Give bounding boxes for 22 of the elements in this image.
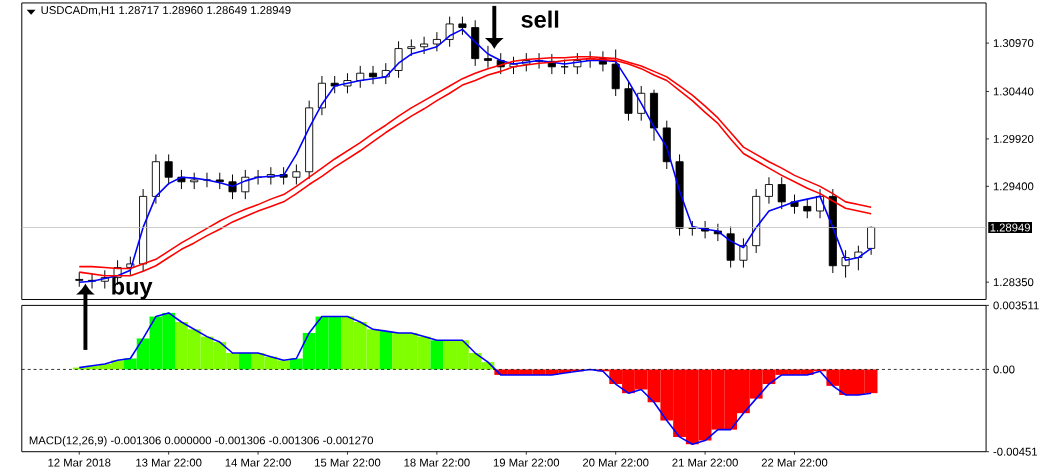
x-tick-label: 20 Mar 22:00: [582, 458, 649, 467]
ref-line-label: 1.28949: [990, 223, 1030, 232]
chart-title: USDCADm,H1 1.28717 1.28960 1.28649 1.28949: [41, 5, 291, 16]
x-tick-label: 22 Mar 22:00: [761, 458, 828, 467]
x-tick-label: 19 Mar 22:00: [493, 458, 560, 467]
y-tick-label: 0.00: [993, 365, 1015, 374]
x-tick-label: 15 Mar 22:00: [315, 458, 381, 467]
x-tick-label: 12 Mar 2018: [48, 458, 111, 467]
y-tick-label: 1.28350: [993, 278, 1034, 287]
annotation: sell: [521, 10, 559, 28]
x-tick-label: 13 Mar 22:00: [136, 458, 202, 467]
x-tick-label: 18 Mar 22:00: [404, 458, 470, 467]
y-tick-label: 1.30970: [993, 38, 1034, 47]
y-tick-label: 1.30440: [993, 87, 1034, 96]
annotation: buy: [112, 277, 153, 300]
x-tick-label: 14 Mar 22:00: [225, 458, 291, 467]
y-tick-label: 0.003511: [993, 301, 1039, 310]
y-tick-label: 1.29400: [993, 182, 1034, 191]
x-tick-label: 21 Mar 22:00: [672, 458, 738, 467]
text: MACD(12,26,9) -0.001306 0.000000 -0.001306 -0.001306 -0.001270: [29, 435, 374, 447]
y-tick-label: 1.29920: [993, 134, 1034, 143]
y-tick-label: -0.00451: [993, 447, 1037, 456]
